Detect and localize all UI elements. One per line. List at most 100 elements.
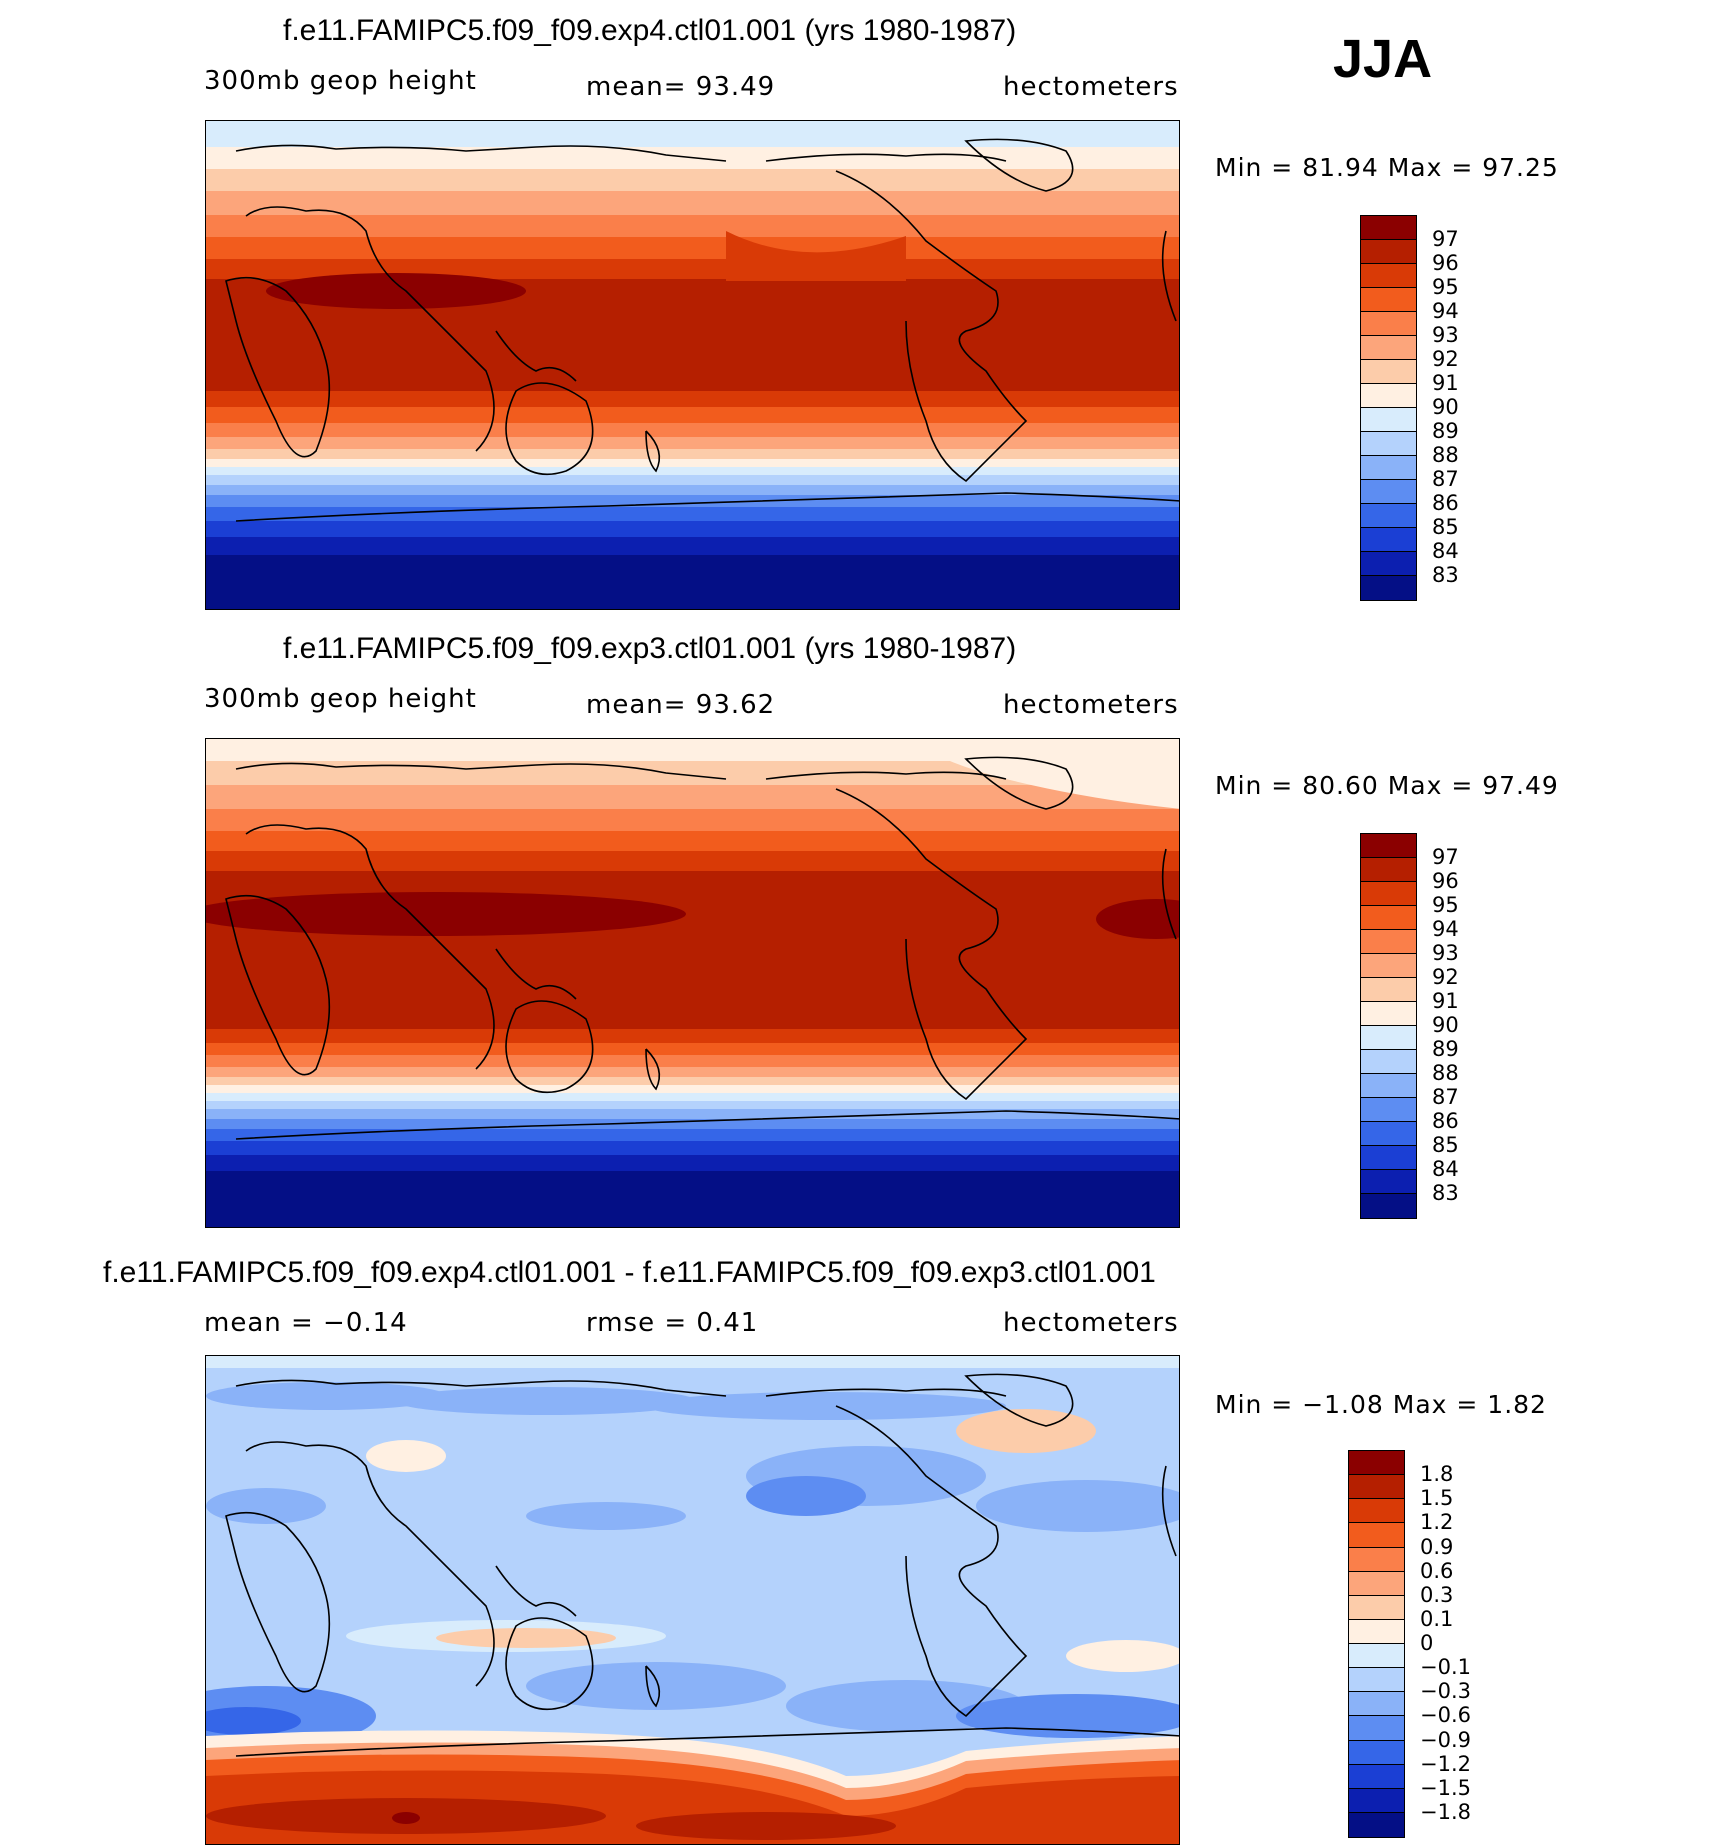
panel3-colorbar-swatch-10 <box>1349 1692 1404 1717</box>
panel2-colorbar-swatch-2 <box>1361 882 1416 906</box>
panel1-colorbar-swatch-6 <box>1361 360 1416 384</box>
panel1-colorbar-label-10: 87 <box>1432 467 1459 491</box>
panel1-colorbar-swatch-10 <box>1361 456 1416 480</box>
panel1-mean-label: mean= 93.49 <box>586 72 776 102</box>
panel2-colorbar-label-0: 97 <box>1432 845 1459 869</box>
panel3-colorbar-label-8: −0.1 <box>1420 1655 1471 1680</box>
panel2-map <box>205 738 1180 1228</box>
panel1-colorbar-swatch-8 <box>1361 408 1416 432</box>
panel3-units-label: hectometers <box>1003 1308 1179 1338</box>
panel1-colorbar-label-11: 86 <box>1432 491 1459 515</box>
panel2-colorbar-swatch-0 <box>1361 834 1416 858</box>
panel1-colorbar-swatch-13 <box>1361 528 1416 552</box>
panel2-colorbar-swatch-8 <box>1361 1026 1416 1050</box>
panel1-colorbar-label-9: 88 <box>1432 443 1459 467</box>
panel1-colorbar-swatch-15 <box>1361 576 1416 600</box>
panel1-colorbar-swatch-1 <box>1361 240 1416 264</box>
panel2-colorbar-swatch-5 <box>1361 954 1416 978</box>
panel2-colorbar-swatch-11 <box>1361 1098 1416 1122</box>
panel3-colorbar-label-0: 1.8 <box>1420 1462 1454 1487</box>
panel2-minmax-label: Min = 80.60 Max = 97.49 <box>1215 771 1559 800</box>
panel2-colorbar-label-4: 93 <box>1432 941 1459 965</box>
panel1-colorbar-label-8: 89 <box>1432 419 1459 443</box>
panel1-colorbar-segments <box>1361 216 1416 600</box>
panel1-colorbar-label-7: 90 <box>1432 395 1459 419</box>
panel3-colorbar-label-10: −0.6 <box>1420 1703 1471 1728</box>
panel1-colorbar-swatch-12 <box>1361 504 1416 528</box>
panel1-colorbar-swatch-3 <box>1361 288 1416 312</box>
panel3-colorbar-label-14: −1.8 <box>1420 1799 1471 1824</box>
panel2-colorbar-label-8: 89 <box>1432 1037 1459 1061</box>
panel3-mean-label: mean = −0.14 <box>204 1308 408 1338</box>
panel1-colorbar-label-12: 85 <box>1432 515 1459 539</box>
panel2-contour-field <box>206 739 1179 1227</box>
panel1-variable-label: 300mb geop height <box>204 66 477 96</box>
panel2-colorbar-swatch-7 <box>1361 1002 1416 1026</box>
panel3-colorbar-swatch-8 <box>1349 1644 1404 1669</box>
panel2-colorbar-swatch-13 <box>1361 1146 1416 1170</box>
panel1-colorbar-label-0: 97 <box>1432 227 1459 251</box>
panel1-map <box>205 120 1180 610</box>
panel2-colorbar-label-1: 96 <box>1432 869 1459 893</box>
panel3-colorbar-swatch-11 <box>1349 1716 1404 1741</box>
panel2-colorbar-swatch-1 <box>1361 858 1416 882</box>
panel3-colorbar-swatch-13 <box>1349 1764 1404 1789</box>
panel2-colorbar-label-12: 85 <box>1432 1133 1459 1157</box>
panel3-colorbar-label-2: 1.2 <box>1420 1510 1454 1535</box>
panel2-colorbar-label-14: 83 <box>1432 1181 1459 1205</box>
panel1-colorbar-label-6: 91 <box>1432 371 1459 395</box>
panel2-colorbar-label-3: 94 <box>1432 917 1459 941</box>
panel3-colorbar-swatch-1 <box>1349 1475 1404 1500</box>
panel2-colorbar-label-13: 84 <box>1432 1157 1459 1181</box>
panel2-colorbar-label-5: 92 <box>1432 965 1459 989</box>
panel1-colorbar-swatch-9 <box>1361 432 1416 456</box>
season-label: JJA <box>1333 29 1433 89</box>
panel3-title: f.e11.FAMIPC5.f09_f09.exp4.ctl01.001 - f… <box>103 1256 1156 1289</box>
panel2-colorbar-label-10: 87 <box>1432 1085 1459 1109</box>
panel3-colorbar-swatch-2 <box>1349 1499 1404 1524</box>
panel2-colorbar <box>1360 833 1417 1219</box>
panel1-contour-field <box>206 121 1179 609</box>
panel3-colorbar-label-12: −1.2 <box>1420 1751 1471 1776</box>
panel3-colorbar-swatch-12 <box>1349 1740 1404 1765</box>
panel1-colorbar-label-5: 92 <box>1432 347 1459 371</box>
panel2-variable-label: 300mb geop height <box>204 684 477 714</box>
panel2-colorbar-swatch-3 <box>1361 906 1416 930</box>
panel3-colorbar-label-9: −0.3 <box>1420 1679 1471 1704</box>
panel3-colorbar-swatch-9 <box>1349 1668 1404 1693</box>
panel2-colorbar-swatch-9 <box>1361 1050 1416 1074</box>
panel2-colorbar-swatch-6 <box>1361 978 1416 1002</box>
panel1-colorbar-label-1: 96 <box>1432 251 1459 275</box>
panel2-colorbar-label-6: 91 <box>1432 989 1459 1013</box>
panel2-colorbar-segments <box>1361 834 1416 1218</box>
panel3-colorbar-swatch-15 <box>1349 1812 1404 1837</box>
panel1-colorbar-swatch-14 <box>1361 552 1416 576</box>
panel2-colorbar-swatch-4 <box>1361 930 1416 954</box>
panel1-colorbar-swatch-7 <box>1361 384 1416 408</box>
panel3-colorbar-segments <box>1349 1451 1404 1837</box>
panel1-colorbar-label-14: 83 <box>1432 563 1459 587</box>
panel3-colorbar-label-1: 1.5 <box>1420 1486 1454 1511</box>
panel3-colorbar-swatch-14 <box>1349 1788 1404 1813</box>
panel3-map <box>205 1355 1180 1845</box>
panel3-colorbar-swatch-4 <box>1349 1547 1404 1572</box>
panel2-title: f.e11.FAMIPC5.f09_f09.exp3.ctl01.001 (yr… <box>283 632 1017 665</box>
panel3-colorbar-label-6: 0.1 <box>1420 1606 1454 1631</box>
panel2-colorbar-label-7: 90 <box>1432 1013 1459 1037</box>
panel1-colorbar-swatch-0 <box>1361 216 1416 240</box>
panel3-colorbar-swatch-0 <box>1349 1451 1404 1476</box>
panel3-colorbar-swatch-6 <box>1349 1595 1404 1620</box>
panel1-units-label: hectometers <box>1003 72 1179 102</box>
panel3-colorbar-label-4: 0.6 <box>1420 1558 1454 1583</box>
panel2-colorbar-swatch-14 <box>1361 1170 1416 1194</box>
panel3-colorbar-swatch-5 <box>1349 1571 1404 1596</box>
panel1-colorbar-label-4: 93 <box>1432 323 1459 347</box>
panel2-mean-label: mean= 93.62 <box>586 690 776 720</box>
panel1-colorbar-swatch-11 <box>1361 480 1416 504</box>
panel2-colorbar-label-11: 86 <box>1432 1109 1459 1133</box>
panel1-colorbar-swatch-2 <box>1361 264 1416 288</box>
panel2-colorbar-swatch-10 <box>1361 1074 1416 1098</box>
panel2-colorbar-swatch-12 <box>1361 1122 1416 1146</box>
panel2-colorbar-swatch-15 <box>1361 1194 1416 1218</box>
panel1-colorbar-swatch-5 <box>1361 336 1416 360</box>
